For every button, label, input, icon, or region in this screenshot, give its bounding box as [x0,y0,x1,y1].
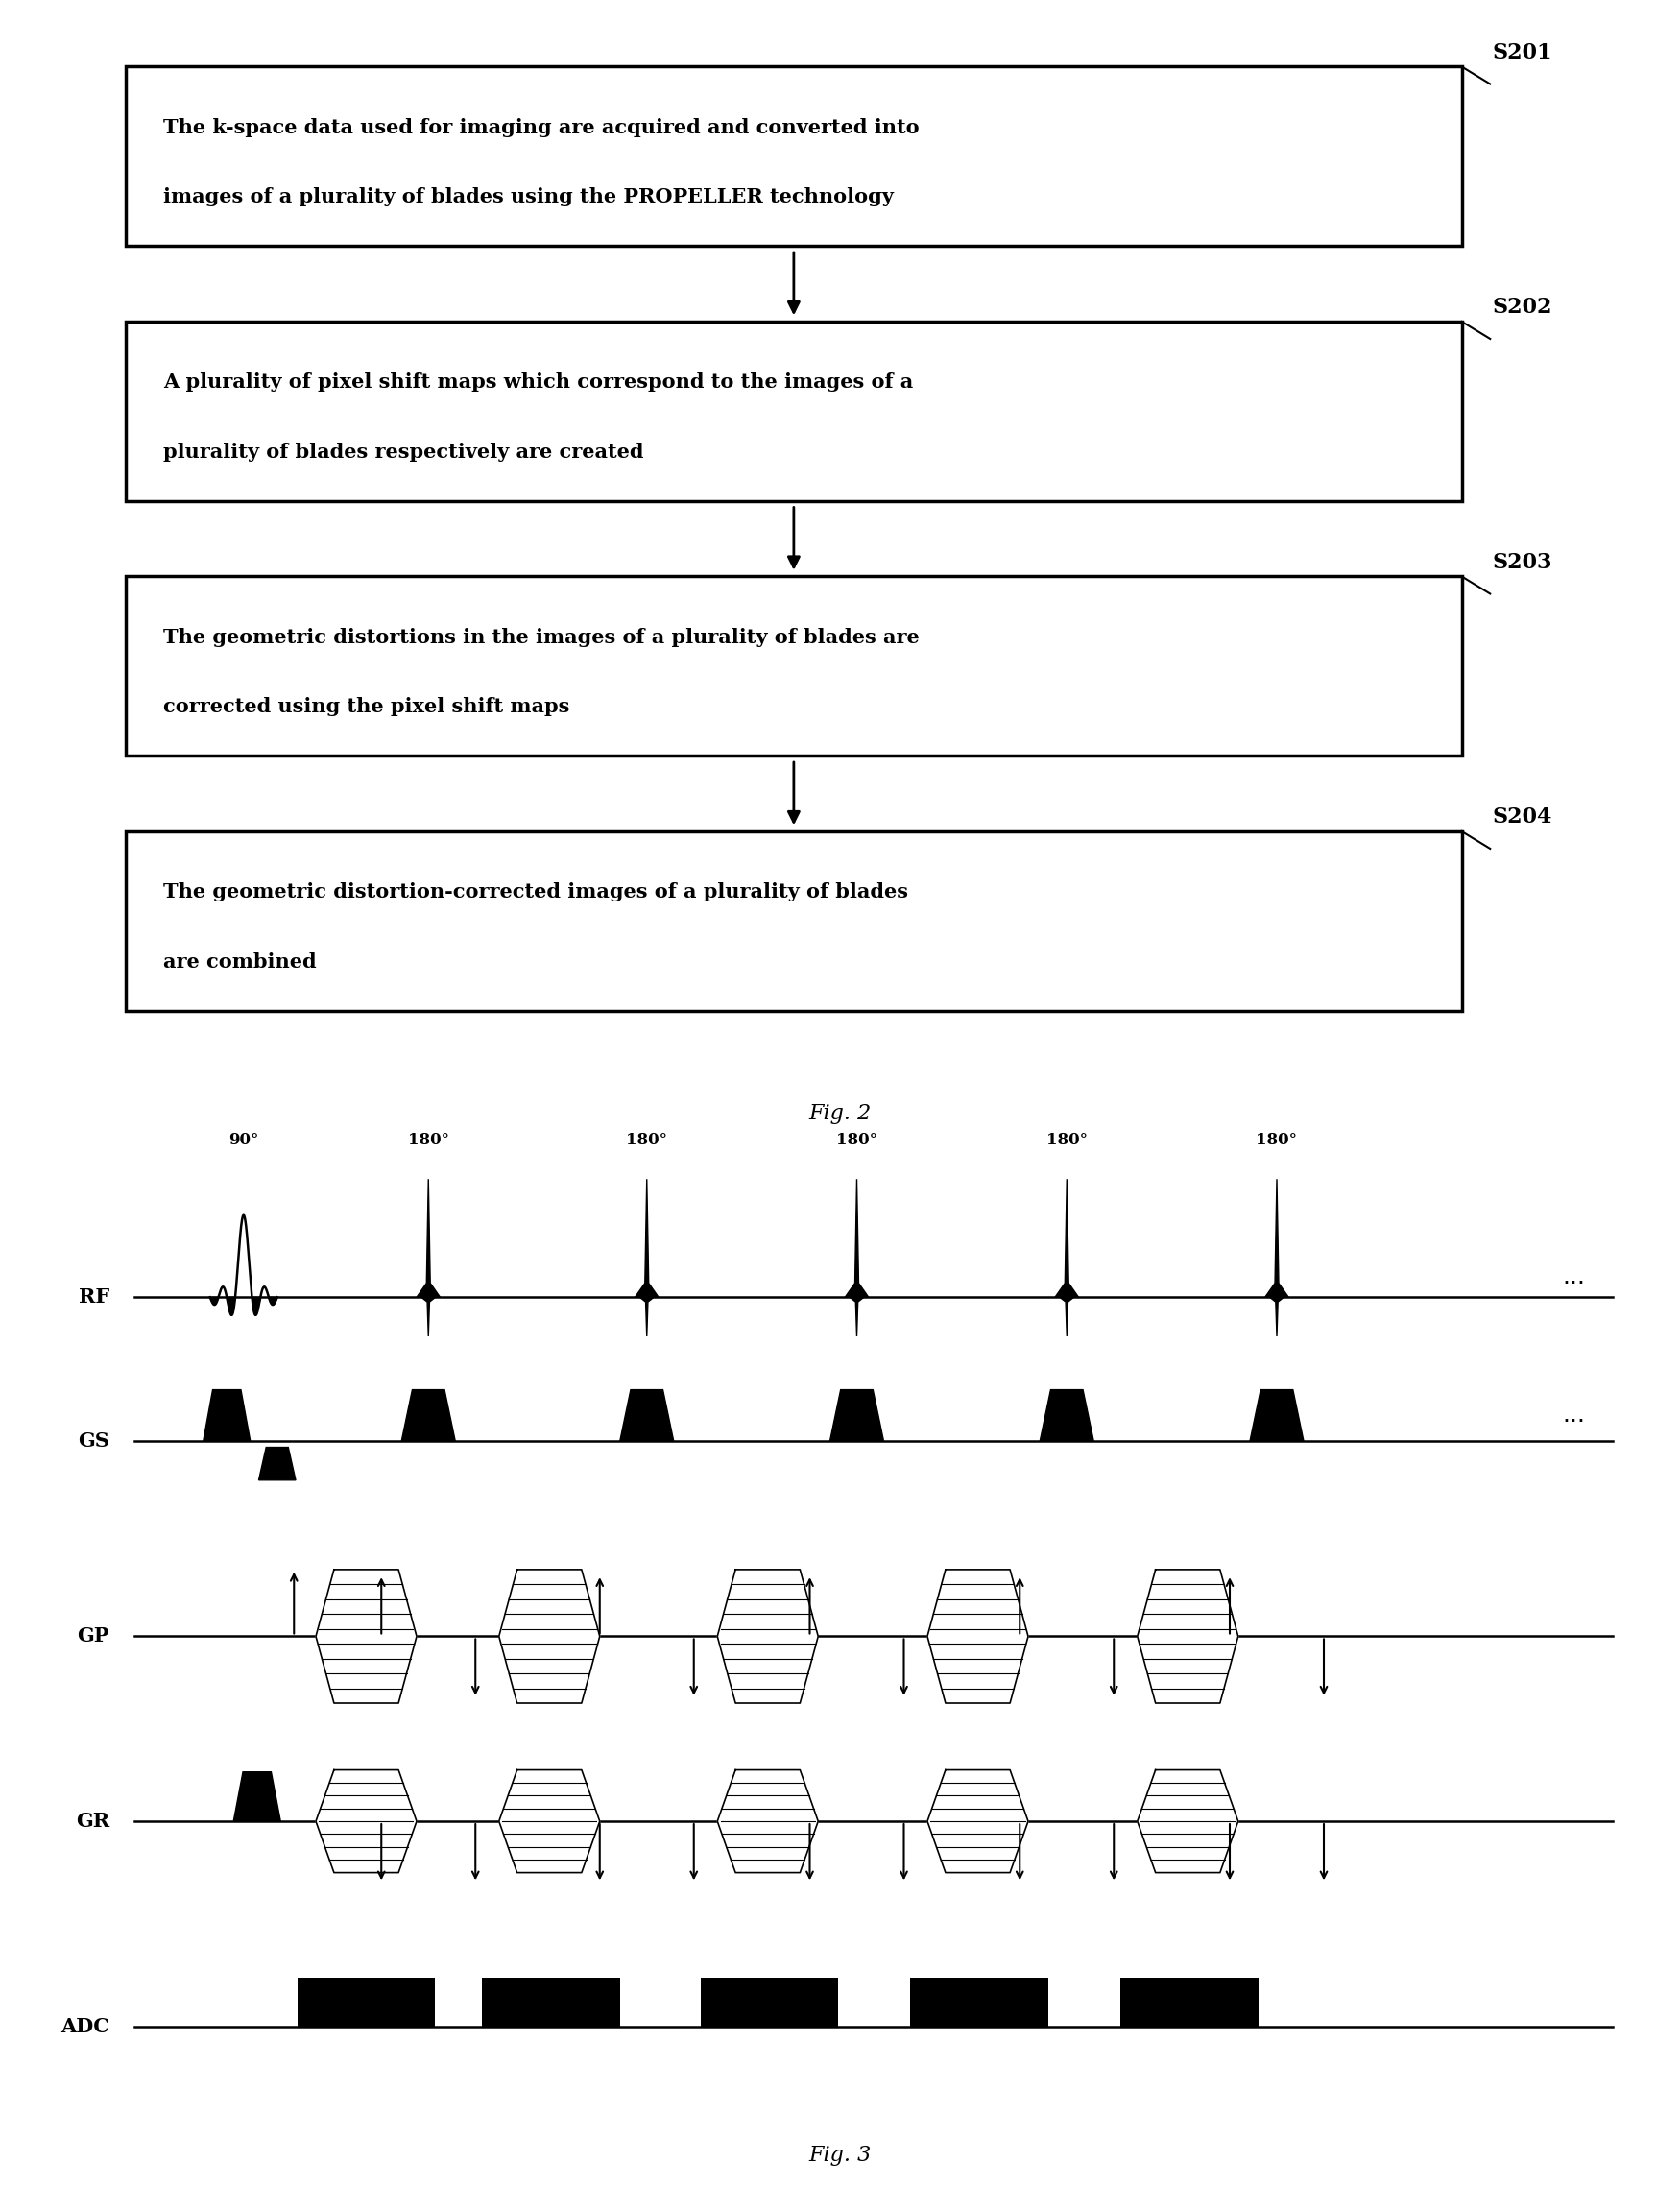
Polygon shape [927,1570,1028,1703]
FancyBboxPatch shape [126,66,1462,247]
Polygon shape [1060,1296,1074,1336]
Text: 180°: 180° [1257,1132,1297,1148]
Polygon shape [620,1390,674,1441]
Text: S202: S202 [1492,297,1552,317]
Polygon shape [1040,1390,1094,1441]
Text: corrected using the pixel shift maps: corrected using the pixel shift maps [163,697,570,717]
Bar [297,1978,435,2026]
Bar [482,1978,620,2026]
Polygon shape [1270,1296,1284,1336]
Text: 180°: 180° [1047,1132,1087,1148]
Text: GS: GS [77,1432,109,1452]
FancyBboxPatch shape [126,321,1462,501]
Polygon shape [850,1296,864,1336]
Polygon shape [1265,1178,1289,1296]
Text: S201: S201 [1492,42,1552,63]
Polygon shape [1250,1390,1304,1441]
Polygon shape [234,1773,281,1821]
Text: The geometric distortions in the images of a plurality of blades are: The geometric distortions in the images … [163,627,919,647]
Polygon shape [422,1296,435,1336]
Polygon shape [203,1390,250,1441]
Text: plurality of blades respectively are created: plurality of blades respectively are cre… [163,442,643,461]
Text: GP: GP [77,1626,109,1646]
Polygon shape [830,1390,884,1441]
Polygon shape [1137,1570,1238,1703]
Text: 180°: 180° [408,1132,449,1148]
Text: 180°: 180° [627,1132,667,1148]
Text: ADC: ADC [60,2018,109,2037]
Polygon shape [499,1570,600,1703]
Polygon shape [640,1296,654,1336]
Polygon shape [417,1178,440,1296]
Text: Fig. 3: Fig. 3 [808,2144,872,2166]
Text: A plurality of pixel shift maps which correspond to the images of a: A plurality of pixel shift maps which co… [163,374,912,391]
Polygon shape [927,1771,1028,1873]
Text: ...: ... [1562,1266,1586,1288]
Polygon shape [717,1771,818,1873]
Text: GR: GR [76,1812,109,1832]
FancyBboxPatch shape [126,831,1462,1010]
FancyBboxPatch shape [126,577,1462,756]
Text: S204: S204 [1492,807,1552,828]
Bar [1121,1978,1258,2026]
Polygon shape [635,1178,659,1296]
Text: RF: RF [79,1288,109,1307]
Text: images of a plurality of blades using the PROPELLER technology: images of a plurality of blades using th… [163,188,894,205]
Bar [911,1978,1048,2026]
Polygon shape [717,1570,818,1703]
Text: 90°: 90° [228,1132,259,1148]
Text: The geometric distortion-corrected images of a plurality of blades: The geometric distortion-corrected image… [163,883,907,901]
Polygon shape [499,1771,600,1873]
Polygon shape [845,1178,869,1296]
Text: The k-space data used for imaging are acquired and converted into: The k-space data used for imaging are ac… [163,118,919,138]
Text: 180°: 180° [837,1132,877,1148]
Polygon shape [402,1390,455,1441]
Text: S203: S203 [1492,551,1552,573]
Polygon shape [316,1771,417,1873]
Text: are combined: are combined [163,953,316,971]
Polygon shape [1055,1178,1079,1296]
Bar [701,1978,838,2026]
Polygon shape [259,1447,296,1480]
Text: ...: ... [1562,1403,1586,1427]
Text: Fig. 2: Fig. 2 [808,1102,872,1124]
Polygon shape [1137,1771,1238,1873]
Polygon shape [316,1570,417,1703]
